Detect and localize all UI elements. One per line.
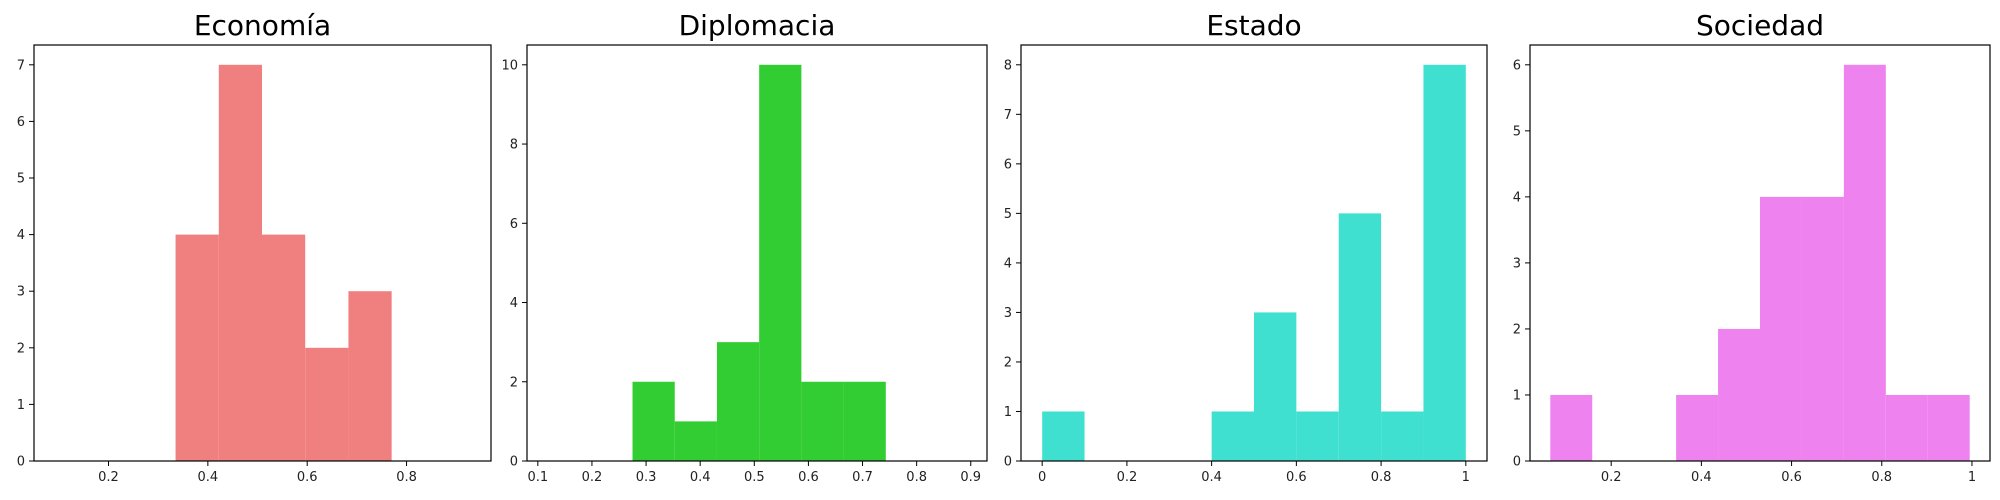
chart-title: Diplomacia [679,9,836,42]
x-tick-label: 0.1 [527,470,548,485]
y-tick-label: 10 [501,58,518,73]
histogram-bar [843,381,886,461]
y-tick-label: 7 [1004,108,1012,123]
x-tick-label: 0.4 [1201,470,1222,485]
y-tick-label: 3 [1004,306,1012,321]
histogram-bar [1296,411,1339,461]
x-tick-label: 0.2 [98,470,119,485]
y-tick-label: 4 [510,296,518,311]
y-tick-label: 4 [1513,190,1521,205]
x-tick-label: 0.9 [960,470,981,485]
x-tick-label: 0.2 [1117,470,1138,485]
y-tick-label: 3 [1513,256,1521,271]
chart-panel-1: 0.1 0.2 0.3 0.4 0.5 0.6 0.7 0.8 0.9 0 2 4 6 8 10 Diplom… [501,9,988,485]
y-tick-label: 0 [1004,455,1012,470]
histogram-bar [1801,196,1844,461]
histogram-bar [801,381,844,461]
x-tick-label: 0.4 [198,470,219,485]
chart-panel-0: 0.2 0.4 0.6 0.8 0 1 2 3 4 5 6 7 Economía [17,9,492,485]
x-tick-label: 0.6 [1781,470,1802,485]
chart-title: Economía [194,9,331,42]
plot-frame [33,44,492,462]
x-tick-label: 0.8 [906,470,927,485]
y-tick-label: 1 [1513,388,1521,403]
y-tick-label: 4 [17,228,25,243]
x-tick-label: 0.6 [1286,470,1307,485]
histogram-bar [716,342,760,461]
histogram-bar [1381,411,1424,461]
y-tick-label: 5 [1004,207,1012,222]
y-tick-label: 6 [1513,58,1521,73]
y-tick-label: 2 [17,341,25,356]
histogram-bar [1423,64,1466,462]
x-tick-label: 0.8 [1371,470,1392,485]
x-tick-label: 0.8 [1871,470,1892,485]
histogram-bar [1042,411,1085,461]
y-tick-label: 5 [1513,124,1521,139]
x-tick-label: 0.2 [582,470,603,485]
x-tick-label: 0.3 [636,470,657,485]
histogram-bar [262,234,306,461]
chart-title: Estado [1206,9,1301,42]
y-tick-label: 2 [1513,322,1521,337]
y-tick-label: 0 [510,455,518,470]
plot-frame [526,44,988,462]
x-tick-label: 0.2 [1601,470,1622,485]
y-tick-label: 3 [17,285,25,300]
histogram-bar [1843,64,1886,462]
y-tick-label: 0 [1513,455,1521,470]
histogram-bar [1254,312,1297,461]
histogram-bar [1718,328,1760,461]
y-tick-label: 8 [510,138,518,153]
histogram-bar [218,64,263,462]
histogram-bar [759,64,802,462]
y-tick-label: 7 [17,58,25,73]
histogram-bar [674,421,717,461]
x-tick-label: 0.6 [798,470,819,485]
y-tick-label: 4 [1004,256,1012,271]
x-tick-label: 0.4 [1691,470,1712,485]
plot-frame [1020,44,1488,462]
x-tick-label: 1 [1968,470,1976,485]
y-tick-label: 6 [17,115,25,130]
chart-panel-3: 0.2 0.4 0.6 0.8 1 0 1 2 3 4 5 6 Sociedad [1513,9,1991,485]
histogram-bar [348,291,392,461]
chart-title: Sociedad [1696,9,1824,42]
plot-frame [1529,44,1991,462]
y-tick-label: 6 [1004,157,1012,172]
histogram-bar [1927,394,1970,461]
x-tick-label: 0.5 [744,470,765,485]
x-tick-label: 0.7 [852,470,873,485]
histogram-bar [1760,196,1802,461]
histogram-bar [175,234,219,461]
chart-panel-2: 0 0.2 0.4 0.6 0.8 1 0 1 2 3 4 5 6 7 8 Estado [1004,9,1488,485]
histogram-bar [1211,411,1254,461]
histogram-bar [1550,394,1593,461]
y-tick-label: 1 [17,398,25,413]
y-tick-label: 1 [1004,405,1012,420]
y-tick-label: 6 [510,217,518,232]
histogram-bar [305,347,349,461]
x-tick-label: 0 [1038,470,1046,485]
y-tick-label: 8 [1004,58,1012,73]
histogram-bar [1885,394,1928,461]
x-tick-label: 0.4 [690,470,711,485]
x-tick-label: 0.8 [396,470,417,485]
y-tick-label: 2 [510,375,518,390]
y-tick-label: 0 [17,455,25,470]
histogram-bar [1676,394,1719,461]
y-tick-label: 2 [1004,355,1012,370]
histogram-bar [1338,213,1382,461]
histogram-bar [632,381,675,461]
x-tick-label: 1 [1462,470,1470,485]
x-tick-label: 0.6 [297,470,318,485]
y-tick-label: 5 [17,172,25,187]
